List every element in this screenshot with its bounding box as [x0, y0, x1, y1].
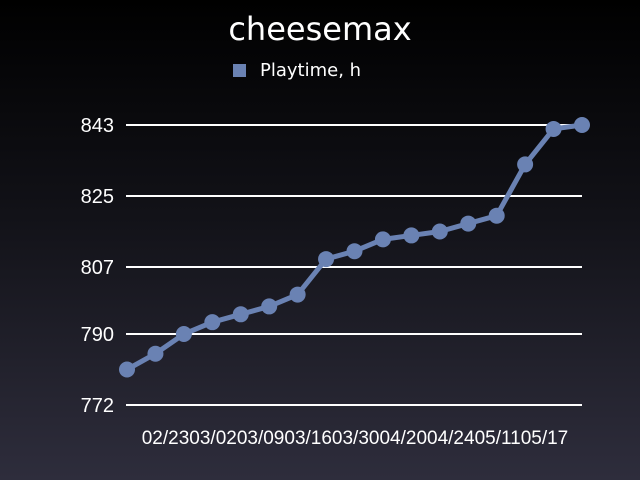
- data-point: [289, 286, 306, 303]
- x-tick-label: 03/16: [284, 428, 332, 449]
- data-point: [574, 117, 590, 133]
- data-point: [517, 156, 534, 173]
- x-tick-label: 03/02: [189, 428, 237, 449]
- data-point: [403, 227, 420, 244]
- data-point: [460, 215, 477, 232]
- series-points-layer: [119, 117, 590, 378]
- data-point: [175, 326, 192, 343]
- data-point: [545, 120, 562, 137]
- data-point: [204, 314, 221, 331]
- data-point: [318, 251, 335, 268]
- x-tick-labels: 02/2303/0203/0903/1603/3004/2004/2405/11…: [142, 428, 569, 449]
- data-point: [119, 361, 135, 378]
- data-point: [488, 207, 505, 224]
- x-tick-label: 05/11: [475, 428, 521, 449]
- x-tick-label: 04/20: [379, 428, 427, 449]
- x-tick-label: 04/24: [427, 428, 475, 449]
- x-tick-label: 05/17: [521, 428, 569, 449]
- data-point: [374, 231, 391, 248]
- y-tick-label: 790: [81, 324, 114, 346]
- data-point: [147, 345, 164, 362]
- y-tick-label: 843: [81, 115, 114, 137]
- legend-swatch: [233, 64, 246, 77]
- x-axis-tick-labels: 02/2303/0203/0903/1603/3004/2004/2405/11…: [142, 428, 569, 449]
- y-tick-label: 772: [81, 395, 114, 417]
- data-point: [346, 243, 363, 260]
- gridlines: [126, 124, 582, 406]
- legend: Playtime, h: [233, 60, 361, 81]
- x-tick-label: 03/30: [332, 428, 380, 449]
- y-tick-label: 825: [81, 186, 114, 208]
- data-point: [431, 223, 448, 240]
- x-tick-label: 03/09: [237, 428, 285, 449]
- chart-title: cheesemax: [228, 10, 412, 48]
- y-tick-label: 807: [81, 257, 114, 279]
- legend-label: Playtime, h: [260, 60, 362, 81]
- data-point: [232, 306, 249, 323]
- data-point: [261, 298, 278, 315]
- x-tick-label: 02/23: [142, 428, 190, 449]
- y-axis-tick-labels: 772 790 807 825 843: [81, 115, 114, 417]
